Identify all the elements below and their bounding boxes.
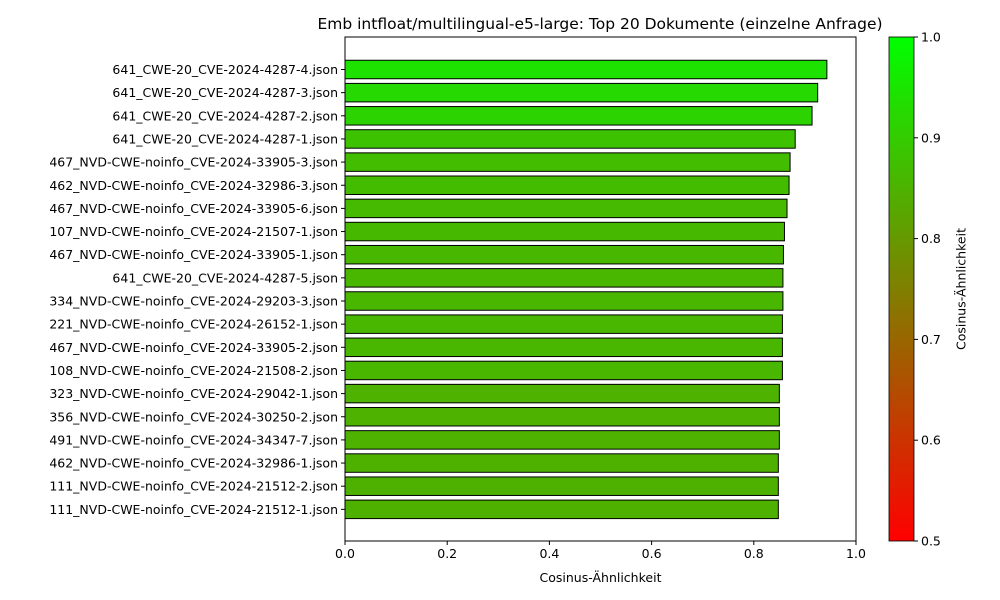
y-tick-label: 641_CWE-20_CVE-2024-4287-1.json <box>112 131 338 146</box>
y-axis-ticks: 641_CWE-20_CVE-2024-4287-4.json 641_CWE-2… <box>49 62 345 517</box>
x-tick-label: 0.0 <box>335 546 355 561</box>
colorbar-tick-label: 0.9 <box>921 130 941 145</box>
bar <box>344 407 780 427</box>
bar <box>344 383 780 404</box>
x-axis-label: Cosinus-Ähnlichkeit <box>540 570 662 585</box>
x-tick-label: 0.6 <box>642 546 662 561</box>
y-tick-label: 641_CWE-20_CVE-2024-4287-3.json <box>112 85 338 100</box>
y-tick-label: 467_NVD-CWE-noinfo_CVE-2024-33905-2.json <box>49 340 338 355</box>
y-tick-label: 356_NVD-CWE-noinfo_CVE-2024-30250-2.json <box>49 409 338 424</box>
y-tick-label: 323_NVD-CWE-noinfo_CVE-2024-29042-1.json <box>49 386 338 401</box>
bar <box>344 499 779 520</box>
bar <box>344 152 791 172</box>
bar <box>344 106 813 126</box>
colorbar-ticks: 0.5 0.6 0.7 0.8 0.9 1.0 <box>914 30 941 549</box>
y-tick-label: 334_NVD-CWE-noinfo_CVE-2024-29203-3.json <box>49 294 338 309</box>
x-tick-label: 0.8 <box>744 546 764 561</box>
bar <box>344 476 779 496</box>
bar <box>344 268 784 288</box>
y-tick-label: 111_NVD-CWE-noinfo_CVE-2024-21512-2.json <box>49 479 338 494</box>
x-axis-ticks: 0.0 0.2 0.4 0.6 0.8 1.0 <box>335 541 866 561</box>
bar <box>344 175 790 195</box>
y-tick-label: 467_NVD-CWE-noinfo_CVE-2024-33905-6.json <box>49 201 338 216</box>
bar <box>344 129 796 149</box>
colorbar-label: Cosinus-Ähnlichkeit <box>954 228 969 350</box>
y-tick-label: 107_NVD-CWE-noinfo_CVE-2024-21507-1.json <box>49 224 338 239</box>
plot-frame <box>344 36 857 542</box>
bar <box>344 198 788 219</box>
bar <box>344 453 779 473</box>
bar <box>344 291 784 311</box>
colorbar-tick-label: 0.6 <box>921 433 941 448</box>
colorbar <box>888 36 915 542</box>
y-tick-label: 491_NVD-CWE-noinfo_CVE-2024-34347-7.json <box>49 432 338 447</box>
y-tick-label: 108_NVD-CWE-noinfo_CVE-2024-21508-2.json <box>49 363 338 378</box>
bar <box>344 360 783 381</box>
y-tick-label: 641_CWE-20_CVE-2024-4287-4.json <box>112 62 338 77</box>
colorbar-tick-label: 0.7 <box>921 332 941 347</box>
y-tick-label: 111_NVD-CWE-noinfo_CVE-2024-21512-1.json <box>49 502 338 517</box>
y-tick-label: 467_NVD-CWE-noinfo_CVE-2024-33905-1.json <box>49 247 338 262</box>
y-tick-label: 467_NVD-CWE-noinfo_CVE-2024-33905-3.json <box>49 155 338 170</box>
x-tick-label: 0.2 <box>437 546 457 561</box>
bar <box>344 244 784 265</box>
y-tick-label: 641_CWE-20_CVE-2024-4287-2.json <box>112 108 338 123</box>
bar <box>344 337 783 358</box>
colorbar-tick-label: 1.0 <box>921 30 941 45</box>
colorbar-tick-label: 0.5 <box>921 534 941 549</box>
y-tick-label: 462_NVD-CWE-noinfo_CVE-2024-32986-3.json <box>49 178 338 193</box>
bar <box>344 430 780 450</box>
colorbar-tick-label: 0.8 <box>921 231 941 246</box>
bar <box>344 59 828 80</box>
y-tick-label: 641_CWE-20_CVE-2024-4287-5.json <box>112 270 338 285</box>
chart-title: Emb intfloat/multilingual-e5-large: Top … <box>317 15 882 33</box>
y-tick-label: 462_NVD-CWE-noinfo_CVE-2024-32986-1.json <box>49 456 338 471</box>
bars-group <box>344 59 828 520</box>
bar <box>344 82 819 103</box>
x-tick-label: 1.0 <box>846 546 866 561</box>
bar <box>344 314 783 334</box>
bar <box>344 221 785 242</box>
y-tick-label: 221_NVD-CWE-noinfo_CVE-2024-26152-1.json <box>49 317 338 332</box>
x-tick-label: 0.4 <box>539 546 559 561</box>
